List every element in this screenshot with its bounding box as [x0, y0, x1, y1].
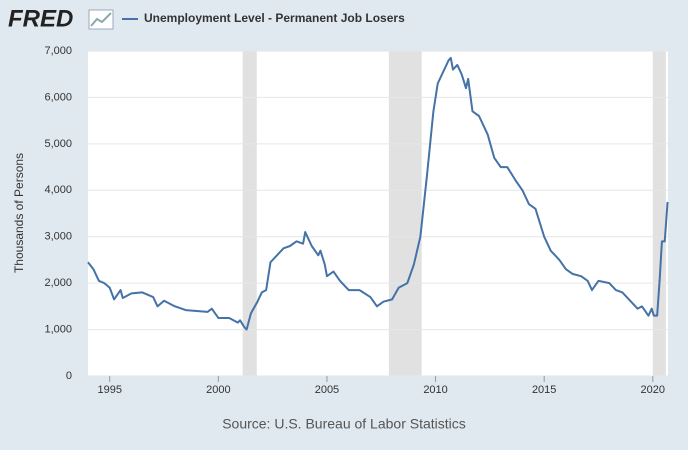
brand-logo: FRED: [8, 5, 73, 32]
legend-label: Unemployment Level - Permanent Job Loser…: [144, 11, 405, 25]
y-tick-label: 6,000: [44, 91, 72, 103]
y-tick-label: 3,000: [44, 231, 72, 243]
y-tick-label: 0: [66, 370, 72, 382]
y-tick-label: 5,000: [44, 138, 72, 150]
y-tick-label: 7,000: [44, 45, 72, 57]
logo-icon: [88, 9, 114, 30]
x-tick-label: 2005: [315, 384, 339, 396]
x-tick-label: 2015: [532, 384, 556, 396]
source: Source: U.S. Bureau of Labor Statistics: [222, 416, 466, 432]
series-line: [87, 56, 669, 331]
x-tick-label: 2010: [423, 384, 447, 396]
recession-band: [388, 51, 422, 376]
y-tick-label: 4,000: [44, 184, 72, 196]
plot-area: [88, 51, 668, 376]
y-axis-label: Thousands of Persons: [12, 153, 26, 273]
x-tick-label: 2020: [641, 384, 665, 396]
x-tick-label: 1995: [97, 384, 121, 396]
y-tick-label: 1,000: [44, 323, 72, 335]
y-tick-label: 2,000: [44, 277, 72, 289]
recession-band: [652, 51, 666, 376]
recession-band: [242, 51, 257, 376]
x-tick-label: 2000: [206, 384, 230, 396]
